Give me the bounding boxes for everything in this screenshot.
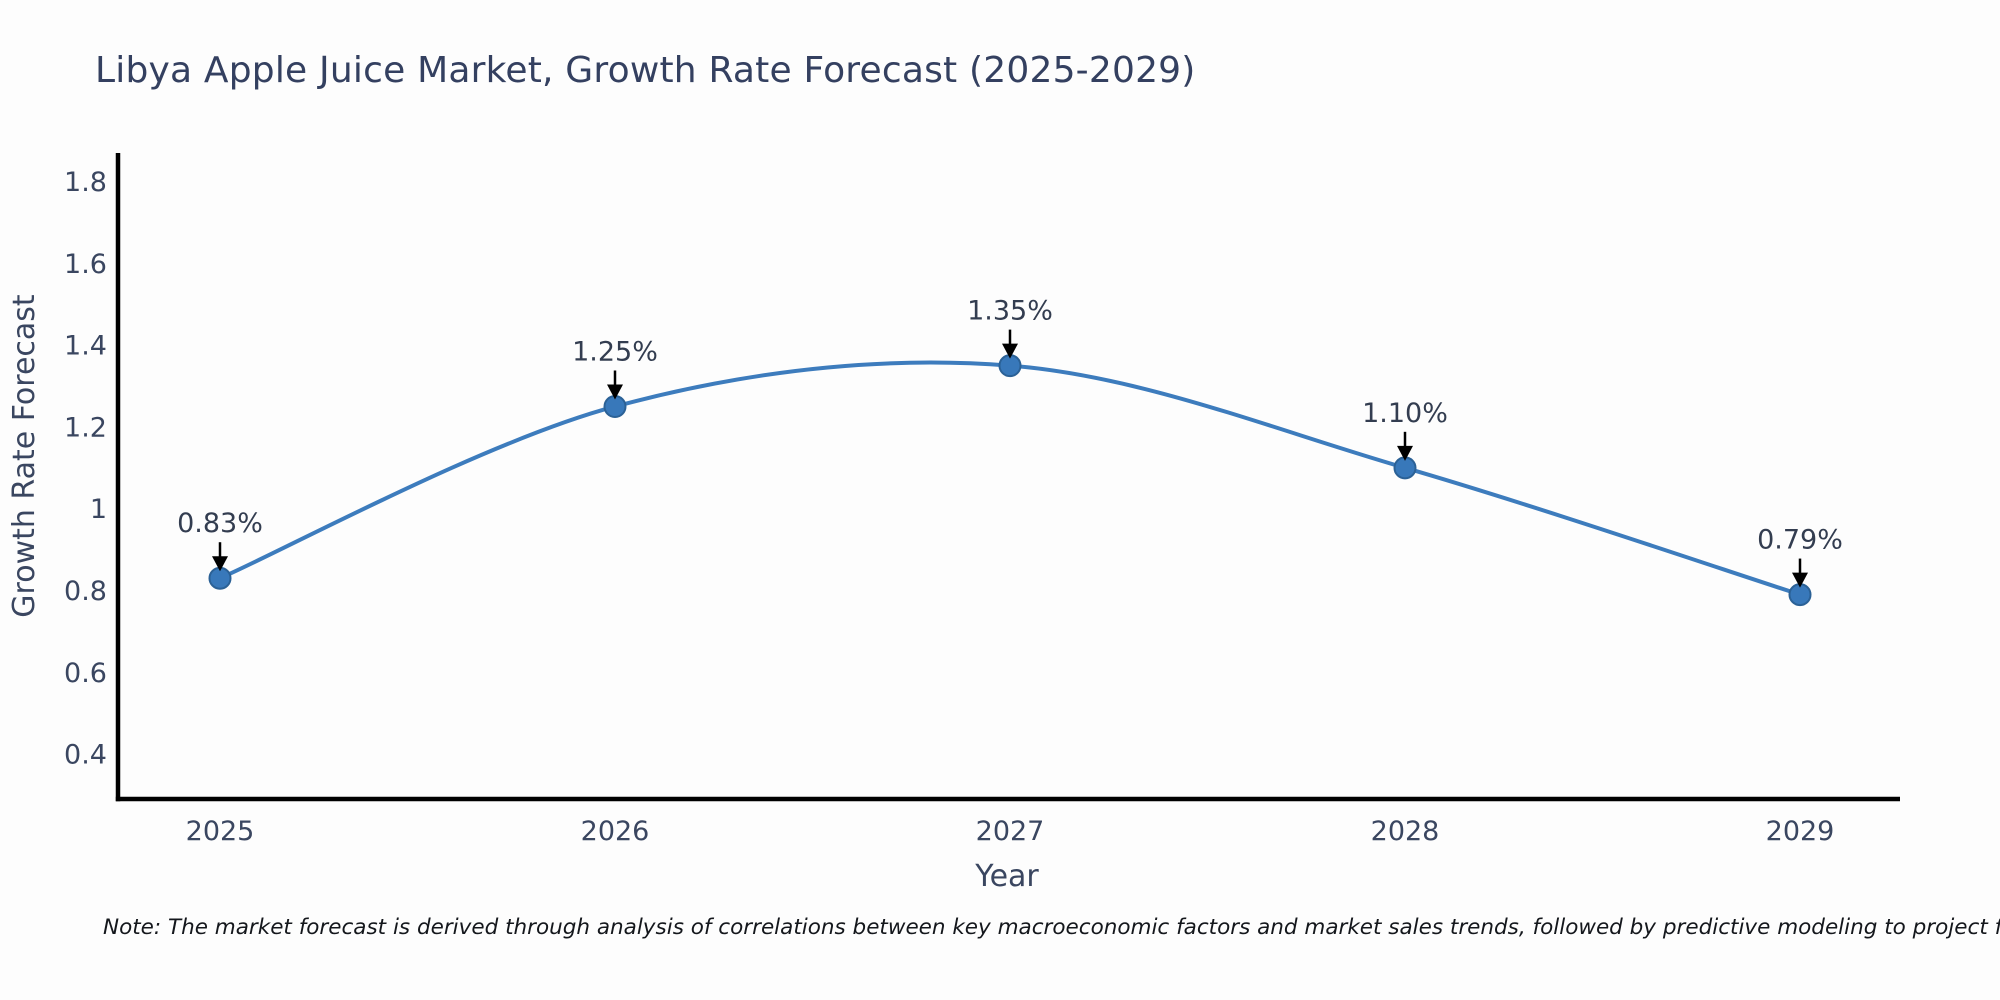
data-point-label: 1.35% [967,296,1053,327]
plot-area: 0.4 0.6 0.8 1 1.2 1.4 1.6 1.8 2025 2026 2027 2028 20… [64,153,1900,847]
y-tick-label: 0.4 [64,740,107,771]
y-tick-label: 0.8 [64,576,107,607]
y-tick-label: 1 [90,494,107,525]
forecast-line [218,360,1802,597]
annotation-arrow-head [1397,445,1413,461]
annotation-arrow-head [607,384,623,400]
annotation-arrow-head [1792,572,1808,588]
annotation-arrow-head [212,556,228,572]
data-point-label: 0.79% [1757,525,1843,556]
x-tick-label: 2025 [186,816,255,847]
data-point-label: 1.10% [1362,398,1448,429]
y-tick-label: 1.6 [64,249,107,280]
x-axis-title: Year [974,859,1039,894]
y-axis-title: Growth Rate Forecast [7,294,42,618]
footnote: Note: The market forecast is derived thr… [103,915,2000,940]
y-tick-label: 1.8 [64,167,107,198]
x-tick-label: 2027 [976,816,1045,847]
y-tick-label: 0.6 [64,658,107,689]
chart-title: Libya Apple Juice Market, Growth Rate Fo… [95,50,1196,91]
y-tick-label: 1.4 [64,331,107,362]
data-point-label: 1.25% [572,336,658,367]
x-tick-label: 2026 [581,816,650,847]
annotation-arrow-head [1002,343,1018,359]
data-point-label: 0.83% [177,508,263,539]
y-tick-label: 1.2 [64,412,107,443]
x-tick-label: 2028 [1371,816,1440,847]
x-tick-label: 2029 [1766,816,1835,847]
